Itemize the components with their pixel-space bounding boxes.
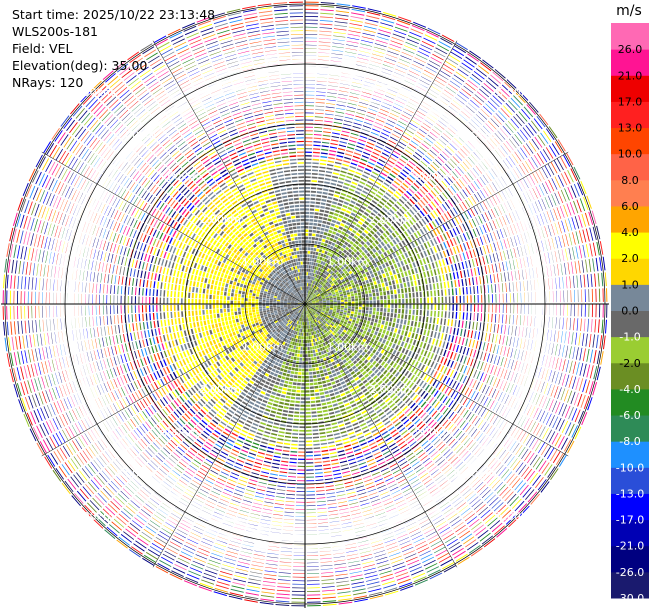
colorbar-tick-label: -2.0 [619, 357, 640, 370]
azimuth-spoke [304, 40, 458, 305]
colorbar-tick-label: 4.0 [621, 226, 639, 239]
range-ring-label: 3.00km [411, 425, 453, 438]
colorbar-tick-label: -21.0 [616, 540, 644, 553]
instrument-name: WLS200s-181 [12, 24, 98, 39]
velocity-cell-group [13, 10, 586, 585]
range-ring-label: 2.00km [199, 383, 241, 396]
colorbar-tick-label: -13.0 [616, 487, 644, 500]
colorbar-ticks: -30.0 -26.0 -21.0 -17.0 -13.0 -10.0 -8.0 -6.0 -4… [616, 43, 644, 605]
colorbar-box [611, 336, 649, 364]
colorbar-box [611, 441, 649, 468]
range-ring-label: 4.00km [115, 128, 157, 141]
field-label: Field: VEL [12, 41, 73, 56]
colorbar-tick-label: -1.0 [619, 331, 640, 344]
colorbar-box [611, 127, 649, 155]
range-ring-label: 4.00km [454, 128, 496, 141]
colorbar-box [611, 101, 649, 129]
colorbar-tick-label: 8.0 [621, 174, 639, 187]
colorbar-box [611, 545, 649, 573]
colorbar-box [611, 362, 649, 390]
colorbar-box [611, 153, 649, 181]
azimuth-spokes [1, 0, 609, 608]
colorbar-box [611, 232, 649, 259]
range-ring-label: 1.00km [327, 256, 369, 269]
elevation-label: Elevation(deg): 35.00 [12, 58, 148, 73]
colorbar-tick-label: 10.0 [618, 148, 643, 161]
colorbar-tick-label: 0.0 [621, 305, 639, 318]
range-ring-label: 2.00km [369, 383, 411, 396]
colorbar-box [611, 258, 649, 285]
colorbar-tick-label: -10.0 [616, 461, 644, 474]
range-ring-label: 3.00km [157, 425, 199, 438]
colorbar-box [611, 415, 649, 442]
colorbar-tick-label: -8.0 [619, 435, 640, 448]
start-time: Start time: 2025/10/22 23:13:48 [12, 7, 216, 22]
colorbar-box [611, 571, 649, 599]
colorbar-tick-label: -6.0 [619, 409, 640, 422]
velocity-cells [2, 1, 608, 607]
range-ring-label: 3.00km [411, 171, 453, 184]
azimuth-spoke [152, 40, 306, 305]
range-ring-label: 1.00km [327, 340, 369, 353]
range-ring-label: 5.00km [496, 86, 538, 99]
colorbar-box [611, 284, 649, 311]
range-ring-label: 5.00km [72, 510, 114, 523]
colorbar-box [611, 179, 649, 207]
colorbar-tick-label: -30.0 [616, 592, 644, 605]
colorbar-box [611, 493, 649, 521]
colorbar-tick-label: 26.0 [618, 43, 643, 56]
nrays-label: NRays: 120 [12, 75, 84, 90]
azimuth-spoke [304, 303, 458, 568]
range-ring-label: 5.00km [72, 86, 114, 99]
range-ring-label: 1.00km [242, 256, 284, 269]
range-ring-label: 3.00km [157, 171, 199, 184]
range-ring-labels: 1.00km 1.00km 1.00km 1.00km 2.00km 2.00km 2.00… [72, 86, 538, 523]
colorbar-title: m/s [616, 3, 642, 19]
azimuth-spoke [152, 303, 306, 568]
range-ring-label: 4.00km [115, 468, 157, 481]
colorbar-tick-label: 2.0 [621, 252, 639, 265]
colorbar-boxes [611, 23, 649, 599]
colorbar-tick-label: -17.0 [616, 514, 644, 527]
range-ring-label: 5.00km [496, 510, 538, 523]
colorbar-box [611, 467, 649, 494]
colorbar-box [611, 310, 649, 338]
colorbar-box [611, 519, 649, 547]
colorbar-tick-label: 1.0 [621, 278, 639, 291]
colorbar-box [611, 49, 649, 76]
colorbar-tick-label: -4.0 [619, 383, 640, 396]
colorbar-box [611, 205, 649, 233]
colorbar-tick-label: 21.0 [618, 69, 643, 82]
colorbar-box [611, 23, 649, 50]
azimuth-spoke [41, 303, 306, 457]
colorbar-box [611, 388, 649, 416]
colorbar-tick-label: 6.0 [621, 200, 639, 213]
azimuth-spoke [41, 151, 306, 305]
range-ring-label: 4.00km [454, 468, 496, 481]
range-ring-label: 2.00km [199, 213, 241, 226]
range-ring-label: 2.00km [369, 213, 411, 226]
colorbar-tick-label: 17.0 [618, 95, 643, 108]
range-ring-label: 1.00km [242, 340, 284, 353]
colorbar-tick-label: -26.0 [616, 566, 644, 579]
colorbar-tick-label: 13.0 [618, 122, 643, 135]
azimuth-spoke [304, 303, 569, 457]
azimuth-spoke [304, 151, 569, 305]
colorbar-box [611, 75, 649, 102]
